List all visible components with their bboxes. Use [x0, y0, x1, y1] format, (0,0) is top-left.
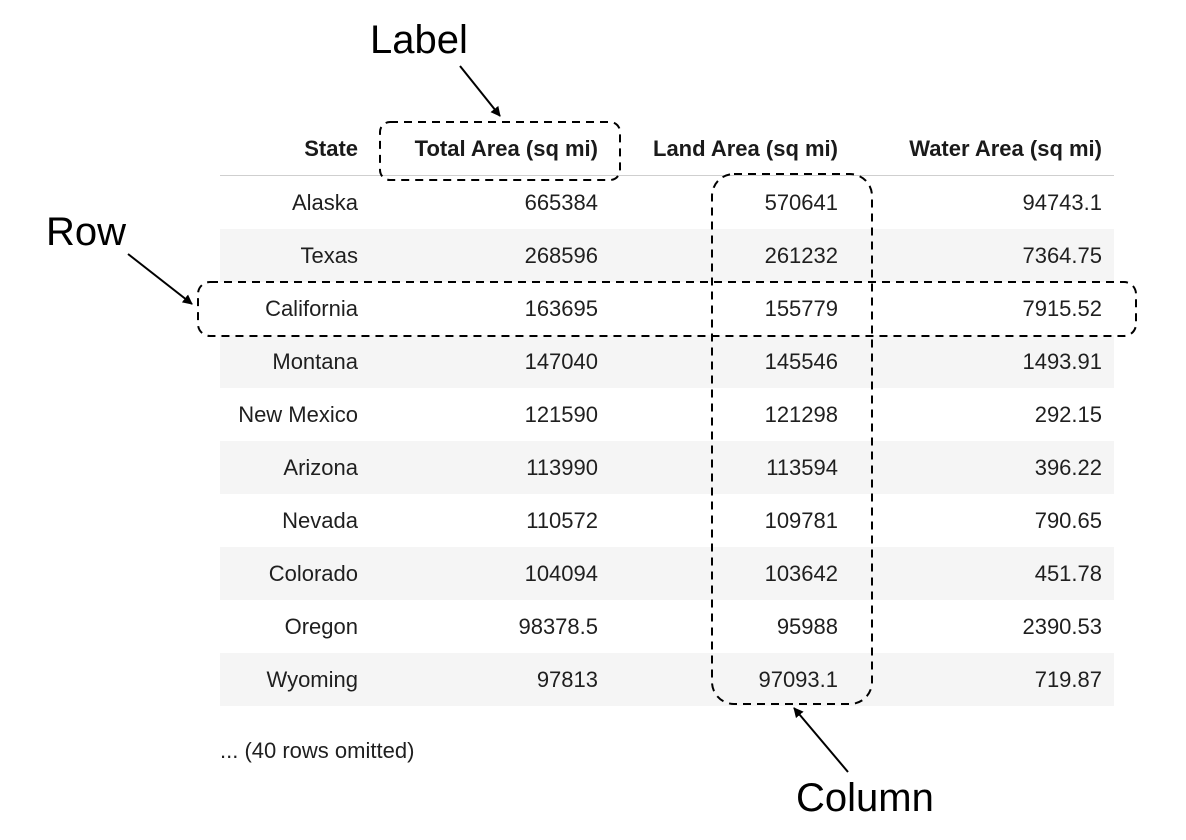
value-cell: 261232	[764, 242, 838, 268]
value-cell: 104094	[524, 560, 598, 586]
state-cell: Montana	[272, 348, 358, 374]
table-row: Oregon 98378.5 95988 2390.53	[220, 600, 1114, 653]
state-cell: New Mexico	[238, 401, 358, 427]
value-cell: 790.65	[1034, 507, 1102, 533]
value-cell: 147040	[524, 348, 598, 374]
table-row: California 163695 155779 7915.52	[220, 282, 1114, 335]
column-header-total-area: Total Area (sq mi)	[370, 122, 610, 176]
table-row: Colorado 104094 103642 451.78	[220, 547, 1114, 600]
label-arrow	[459, 65, 501, 117]
value-cell: 719.87	[1034, 666, 1102, 692]
table-row: Texas 268596 261232 7364.75	[220, 229, 1114, 282]
row-annotation: Row	[46, 210, 127, 254]
table-row: Nevada 110572 109781 790.65	[220, 494, 1114, 547]
state-cell: Arizona	[283, 454, 358, 480]
value-cell: 110572	[526, 507, 598, 533]
value-cell: 97093.1	[758, 666, 838, 692]
value-cell: 451.78	[1034, 560, 1102, 586]
value-cell: 1493.91	[1022, 348, 1102, 374]
state-cell: Oregon	[284, 613, 358, 639]
rows-omitted-note: ... (40 rows omitted)	[220, 738, 415, 763]
value-cell: 103642	[764, 560, 838, 586]
state-cell: Colorado	[268, 560, 358, 586]
value-cell: 7364.75	[1022, 242, 1102, 268]
value-cell: 98378.5	[518, 613, 598, 639]
value-cell: 155779	[764, 295, 838, 321]
row-arrow	[127, 253, 193, 305]
column-arrow	[793, 707, 849, 773]
value-cell: 268596	[524, 242, 598, 268]
table-row: Arizona 113990 113594 396.22	[220, 441, 1114, 494]
value-cell: 121298	[764, 401, 838, 427]
state-cell: Texas	[300, 242, 358, 268]
column-annotation: Column	[796, 776, 934, 820]
column-header-state: State	[220, 122, 370, 176]
table-row: Wyoming 97813 97093.1 719.87	[220, 653, 1114, 706]
value-cell: 95988	[776, 613, 838, 639]
state-cell: California	[265, 295, 358, 321]
value-cell: 7915.52	[1022, 295, 1102, 321]
value-cell: 97813	[536, 666, 598, 692]
table-row: Montana 147040 145546 1493.91	[220, 335, 1114, 388]
state-cell: Alaska	[291, 189, 358, 215]
value-cell: 109781	[764, 507, 838, 533]
value-cell: 145546	[764, 348, 838, 374]
value-cell: 94743.1	[1022, 189, 1102, 215]
value-cell: 113594	[766, 454, 838, 480]
state-cell: Wyoming	[266, 666, 359, 692]
column-header-land-area: Land Area (sq mi)	[610, 122, 850, 176]
header-row: State Total Area (sq mi) Land Area (sq m…	[220, 122, 1114, 176]
label-annotation: Label	[370, 18, 468, 62]
value-cell: 570641	[764, 189, 838, 215]
state-cell: Nevada	[282, 507, 358, 533]
value-cell: 121590	[524, 401, 598, 427]
value-cell: 665384	[524, 189, 598, 215]
value-cell: 113990	[526, 454, 598, 480]
value-cell: 163695	[524, 295, 598, 321]
value-cell: 396.22	[1034, 454, 1102, 480]
table-row: New Mexico 121590 121298 292.15	[220, 388, 1114, 441]
table-row: Alaska 665384 570641 94743.1	[220, 176, 1114, 230]
column-header-water-area: Water Area (sq mi)	[850, 122, 1114, 176]
value-cell: 2390.53	[1022, 613, 1102, 639]
data-table: State Total Area (sq mi) Land Area (sq m…	[220, 122, 1114, 706]
value-cell: 292.15	[1034, 401, 1102, 427]
